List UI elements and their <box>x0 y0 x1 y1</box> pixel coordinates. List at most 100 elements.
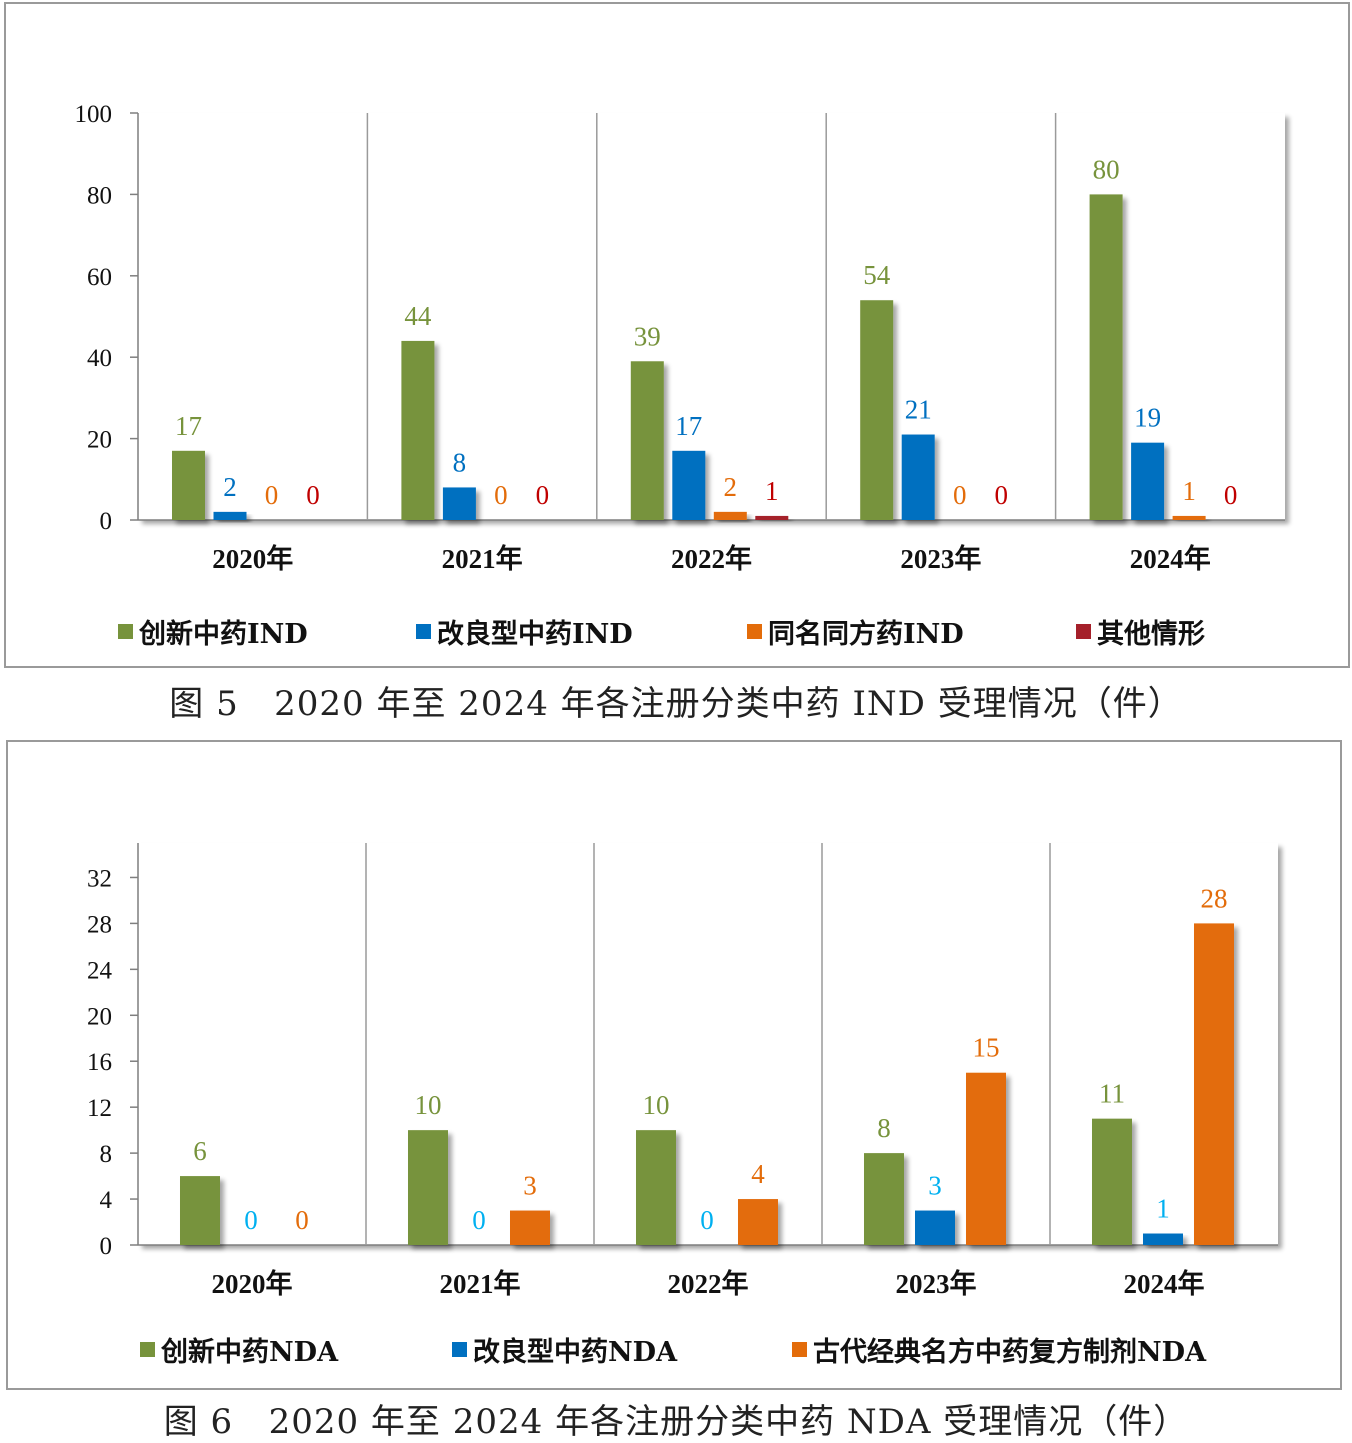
bar <box>1089 194 1123 520</box>
data-label: 0 <box>700 1205 714 1235</box>
legend-swatch <box>452 1342 467 1357</box>
data-label: 1 <box>1156 1194 1170 1224</box>
x-category-label: 2024年 <box>1130 543 1211 574</box>
bar <box>738 1199 778 1245</box>
bar <box>901 434 935 520</box>
data-label: 54 <box>863 260 891 290</box>
data-label: 44 <box>404 301 432 331</box>
legend-item: 改良型中药IND <box>416 612 633 651</box>
legend-swatch <box>416 624 431 639</box>
x-category-label: 2021年 <box>442 543 523 574</box>
data-label: 3 <box>928 1171 942 1201</box>
bar <box>408 1130 448 1245</box>
y-tick-label: 20 <box>87 427 112 454</box>
bar <box>636 1130 676 1245</box>
figure-5: 0 20 40 60 80 100 17 2 0 0 2020年 44 8 0 0 2021年 39 17 2 1 20… <box>0 2 1352 724</box>
data-label: 8 <box>877 1113 891 1143</box>
bar <box>630 361 664 520</box>
data-label: 39 <box>634 321 661 351</box>
y-tick-label: 12 <box>87 1095 112 1122</box>
bar <box>213 511 247 520</box>
nda-bar-chart: 0 4 8 12 16 20 24 28 32 6 0 0 2020年 10 0 3 2021年 10 0 4 2022… <box>87 843 1278 1299</box>
chart-legend: 创新中药NDA 改良型中药NDA 古代经典名方中药复方制剂NDA <box>0 1330 1352 1370</box>
data-label: 0 <box>244 1205 258 1235</box>
legend-label: 改良型中药NDA <box>473 1337 678 1368</box>
bar <box>755 515 789 520</box>
data-label: 1 <box>1182 476 1196 506</box>
data-label: 0 <box>1224 480 1238 510</box>
legend-item: 其他情形 <box>1076 612 1205 651</box>
y-tick-label: 8 <box>100 1141 113 1168</box>
legend-swatch <box>747 624 762 639</box>
data-label: 28 <box>1201 883 1228 913</box>
legend-swatch <box>118 624 133 639</box>
data-label: 21 <box>905 395 932 425</box>
y-tick-label: 32 <box>87 865 112 892</box>
bar <box>713 511 747 520</box>
data-label: 0 <box>953 480 967 510</box>
data-label: 0 <box>306 480 320 510</box>
data-label: 1 <box>765 476 779 506</box>
data-label: 10 <box>643 1090 670 1120</box>
legend-swatch <box>140 1342 155 1357</box>
legend-label: 其他情形 <box>1097 619 1205 650</box>
data-label: 19 <box>1134 403 1161 433</box>
x-category-label: 2023年 <box>900 543 981 574</box>
figure-caption: 图 6 2020 年至 2024 年各注册分类中药 NDA 受理情况（件） <box>163 1402 1189 1442</box>
data-label: 2 <box>724 472 738 502</box>
legend-label: 古代经典名方中药复方制剂NDA <box>813 1337 1207 1368</box>
data-label: 0 <box>994 480 1008 510</box>
chart-legend: 创新中药IND 改良型中药IND 同名同方药IND 其他情形 <box>0 612 1352 652</box>
legend-item: 创新中药IND <box>118 612 308 651</box>
data-label: 3 <box>523 1171 537 1201</box>
data-label: 17 <box>675 411 702 441</box>
x-category-label: 2021年 <box>440 1268 521 1299</box>
data-label: 10 <box>415 1090 442 1120</box>
data-label: 4 <box>751 1159 765 1189</box>
data-label: 0 <box>295 1205 309 1235</box>
x-category-label: 2020年 <box>212 543 293 574</box>
data-label: 6 <box>193 1136 207 1166</box>
bar <box>401 340 435 520</box>
bar <box>966 1072 1006 1245</box>
legend-item: 古代经典名方中药复方制剂NDA <box>792 1330 1206 1369</box>
data-label: 0 <box>536 480 550 510</box>
x-category-label: 2020年 <box>212 1268 293 1299</box>
y-tick-label: 40 <box>87 345 112 372</box>
legend-item: 创新中药NDA <box>140 1330 338 1369</box>
bar <box>1143 1233 1183 1245</box>
bar <box>172 450 205 520</box>
bar <box>442 487 476 520</box>
y-tick-label: 28 <box>87 911 112 938</box>
figure-caption: 图 5 2020 年至 2024 年各注册分类中药 IND 受理情况（件） <box>169 684 1183 724</box>
y-tick-label: 0 <box>100 508 113 535</box>
bar <box>510 1210 550 1245</box>
legend-swatch <box>1076 624 1091 639</box>
x-category-label: 2024年 <box>1124 1268 1205 1299</box>
bar <box>672 450 706 520</box>
legend-label: 改良型中药IND <box>437 619 633 650</box>
y-tick-label: 0 <box>100 1233 113 1260</box>
x-category-label: 2022年 <box>668 1268 749 1299</box>
data-label: 80 <box>1093 154 1120 184</box>
legend-item: 同名同方药IND <box>747 612 964 651</box>
legend-label: 创新中药NDA <box>161 1337 339 1368</box>
legend-item: 改良型中药NDA <box>452 1330 677 1369</box>
bar <box>915 1210 955 1245</box>
y-tick-label: 4 <box>100 1187 113 1214</box>
y-tick-label: 80 <box>87 182 112 209</box>
data-label: 8 <box>453 447 467 477</box>
data-label: 15 <box>973 1033 1000 1063</box>
legend-label: 创新中药IND <box>139 619 308 650</box>
data-label: 0 <box>472 1205 486 1235</box>
plot-area <box>138 843 1278 1245</box>
figure-6: 0 4 8 12 16 20 24 28 32 6 0 0 2020年 10 0 3 2021年 10 0 4 2022… <box>0 738 1352 1442</box>
bar <box>860 300 894 520</box>
legend-label: 同名同方药IND <box>768 619 964 650</box>
bar <box>1092 1118 1132 1245</box>
data-label: 17 <box>175 411 202 441</box>
bar <box>1194 923 1234 1245</box>
y-tick-label: 20 <box>87 1003 112 1030</box>
bar <box>1172 515 1206 520</box>
